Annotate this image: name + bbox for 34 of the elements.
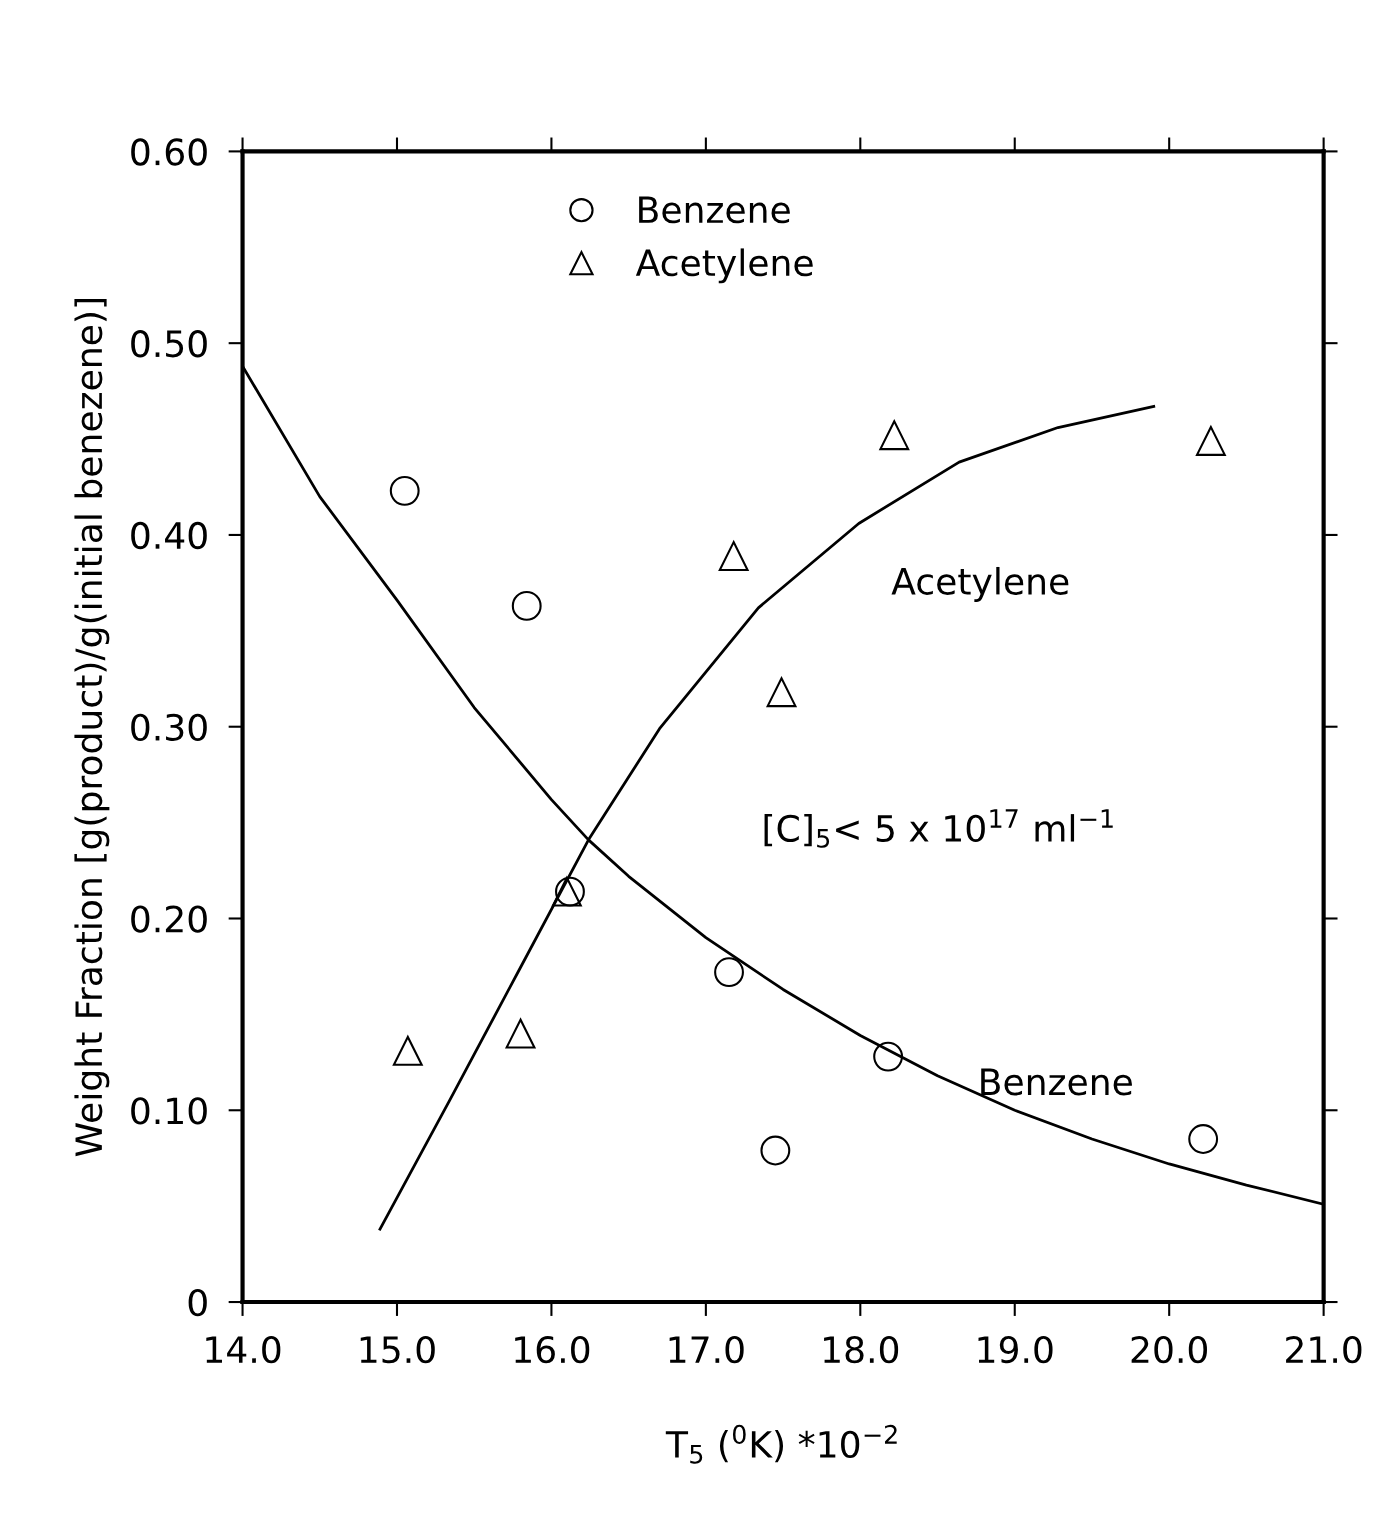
x-tick-label: 19.0 xyxy=(978,1336,1053,1364)
point xyxy=(879,420,910,451)
y-tick-label: 0 xyxy=(188,1288,207,1317)
x-tick-label: 17.0 xyxy=(669,1336,744,1364)
point xyxy=(1195,426,1226,456)
x-tick-label: 14.0 xyxy=(206,1336,281,1364)
annotation: Benzene xyxy=(981,1068,1132,1096)
y-tick-label: 0.60 xyxy=(131,138,207,166)
point xyxy=(389,475,420,506)
y-tick-label: 0.20 xyxy=(131,905,207,933)
point xyxy=(718,541,749,571)
point xyxy=(392,1035,423,1066)
x-tick-label: 20.0 xyxy=(1131,1336,1207,1364)
y-tick-label: 0.10 xyxy=(131,1097,207,1125)
point xyxy=(766,677,797,708)
point xyxy=(873,1041,904,1072)
point xyxy=(760,1135,791,1166)
x-tick-label: 18.0 xyxy=(824,1336,899,1364)
y-axis-title: Weight Fraction [g(product)/g(initial benezene)] xyxy=(74,299,110,1157)
y-tick-label: 0.40 xyxy=(131,521,207,550)
annotation: [C]$_{5}$< 5 x 10$^{17}$ ml$^{−1}$ xyxy=(764,809,1113,848)
y-tick-label: 0.50 xyxy=(131,330,207,358)
point xyxy=(1188,1124,1219,1154)
x-tick-label: 21.0 xyxy=(1286,1336,1362,1364)
x-axis-title: T$_{5}$ ($^{0}$K) *10$^{−2}$ xyxy=(665,1424,897,1464)
point xyxy=(505,1018,536,1049)
annotation: Acetylene xyxy=(891,566,1069,602)
point xyxy=(511,590,542,621)
x-tick-label: 16.0 xyxy=(515,1336,590,1364)
legend-label: Benzene xyxy=(639,196,790,224)
legend-label: Acetylene xyxy=(635,248,813,284)
y-tick-label: 0.30 xyxy=(131,713,207,741)
point xyxy=(714,957,744,988)
x-tick-label: 15.0 xyxy=(360,1336,435,1364)
